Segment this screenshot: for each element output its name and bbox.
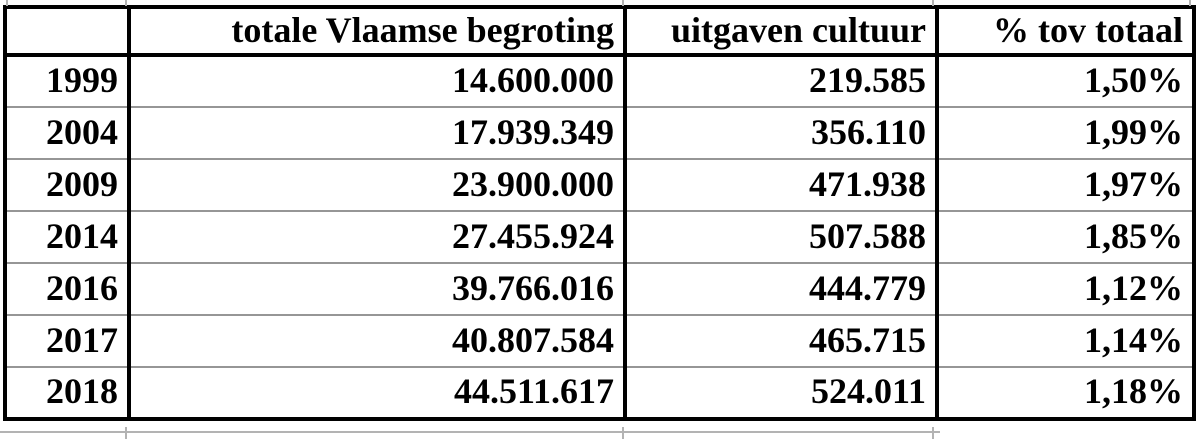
gridline-tick <box>125 0 127 6</box>
pct-cell[interactable]: 1,97% <box>935 158 1196 212</box>
header-cell-totale-vlaamse-begroting[interactable]: totale Vlaamse begroting <box>127 5 627 57</box>
gridline-tick <box>125 427 127 439</box>
header-row: totale Vlaamse begroting uitgaven cultuu… <box>3 5 1196 57</box>
gridline-tick <box>932 427 934 439</box>
cultuur-cell[interactable]: 356.110 <box>623 106 939 160</box>
table-row-2009: 2009 23.900.000 471.938 1,97% <box>3 158 1196 212</box>
table-row-2017: 2017 40.807.584 465.715 1,14% <box>3 314 1196 368</box>
gridline-horizontal <box>0 431 940 433</box>
pct-cell[interactable]: 1,50% <box>935 54 1196 108</box>
year-cell[interactable]: 2016 <box>3 262 131 316</box>
year-cell[interactable]: 2017 <box>3 314 131 368</box>
gridline-tick <box>932 0 934 6</box>
table-header: totale Vlaamse begroting uitgaven cultuu… <box>3 5 1196 57</box>
begroting-cell[interactable]: 23.900.000 <box>127 158 627 212</box>
pct-cell[interactable]: 1,18% <box>935 366 1196 421</box>
cultuur-cell[interactable]: 471.938 <box>623 158 939 212</box>
gridline-tick <box>1189 0 1191 6</box>
gridline-tick <box>6 0 8 6</box>
header-cell-uitgaven-cultuur[interactable]: uitgaven cultuur <box>623 5 939 57</box>
pct-cell[interactable]: 1,85% <box>935 210 1196 264</box>
cultuur-cell[interactable]: 507.588 <box>623 210 939 264</box>
begroting-cell[interactable]: 27.455.924 <box>127 210 627 264</box>
year-cell[interactable]: 1999 <box>3 54 131 108</box>
table-row-1999: 1999 14.600.000 219.585 1,50% <box>3 54 1196 108</box>
header-cell-empty[interactable] <box>3 5 131 57</box>
table-row-2018: 2018 44.511.617 524.011 1,18% <box>3 366 1196 421</box>
pct-cell[interactable]: 1,99% <box>935 106 1196 160</box>
year-cell[interactable]: 2009 <box>3 158 131 212</box>
begroting-cell[interactable]: 44.511.617 <box>127 366 627 421</box>
gridline-tick <box>622 0 624 6</box>
gridline-tick <box>622 427 624 439</box>
table-row-2016: 2016 39.766.016 444.779 1,12% <box>3 262 1196 316</box>
year-cell[interactable]: 2004 <box>3 106 131 160</box>
table-row-2004: 2004 17.939.349 356.110 1,99% <box>3 106 1196 160</box>
cultuur-cell[interactable]: 219.585 <box>623 54 939 108</box>
pct-cell[interactable]: 1,14% <box>935 314 1196 368</box>
begroting-cell[interactable]: 40.807.584 <box>127 314 627 368</box>
begroting-cell[interactable]: 39.766.016 <box>127 262 627 316</box>
cultuur-cell[interactable]: 444.779 <box>623 262 939 316</box>
header-cell-pct-tov-totaal[interactable]: % tov totaal <box>935 5 1196 57</box>
pct-cell[interactable]: 1,12% <box>935 262 1196 316</box>
table-row-2014: 2014 27.455.924 507.588 1,85% <box>3 210 1196 264</box>
year-cell[interactable]: 2014 <box>3 210 131 264</box>
begroting-cell[interactable]: 14.600.000 <box>127 54 627 108</box>
cultuur-cell[interactable]: 465.715 <box>623 314 939 368</box>
year-cell[interactable]: 2018 <box>3 366 131 421</box>
begroting-cell[interactable]: 17.939.349 <box>127 106 627 160</box>
table-body: 1999 14.600.000 219.585 1,50% 2004 17.93… <box>3 54 1196 421</box>
cultuur-cell[interactable]: 524.011 <box>623 366 939 421</box>
budget-table: totale Vlaamse begroting uitgaven cultuu… <box>3 5 1196 421</box>
